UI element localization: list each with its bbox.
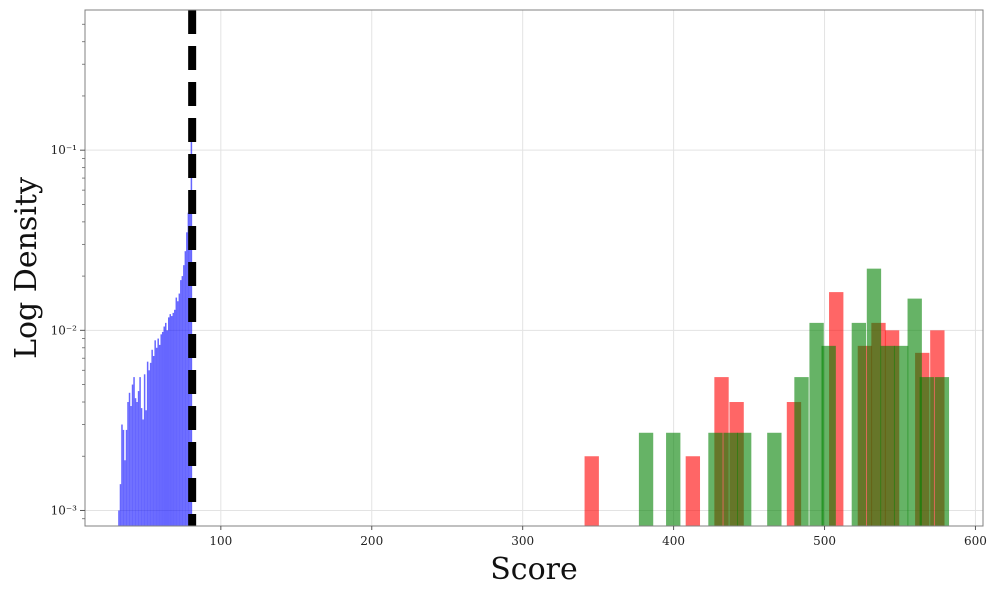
histogram-bar (794, 377, 809, 526)
histogram-bar (181, 276, 184, 526)
histogram-bar (736, 432, 752, 526)
plot-frame (84, 9, 984, 527)
histogram-bar (685, 456, 701, 526)
histogram-bar (175, 297, 178, 526)
histogram-bar (584, 456, 599, 526)
histogram-bar (177, 301, 179, 526)
x-tick-label: 600 (964, 534, 987, 548)
x-tick-label: 500 (813, 534, 836, 548)
histogram-bar (127, 402, 129, 526)
histogram-bar (119, 484, 122, 526)
histogram-bars (118, 129, 950, 527)
x-axis-label: Score (490, 552, 578, 587)
histogram-bar (140, 408, 143, 526)
histogram-bar (124, 460, 126, 526)
histogram-bar (169, 314, 172, 526)
histogram-bar (184, 251, 187, 527)
histogram-bar (161, 331, 164, 526)
histogram-bar (180, 280, 182, 526)
histogram-bar (767, 432, 782, 526)
histogram-bar (158, 344, 161, 526)
histogram-bar (133, 377, 135, 526)
histogram-bar (131, 384, 134, 526)
histogram-bar (907, 298, 922, 526)
histogram-bar (146, 361, 149, 526)
histogram-bar (121, 424, 123, 526)
histogram-bar (118, 510, 120, 526)
histogram-bar (187, 212, 190, 527)
histogram-bar (174, 309, 176, 526)
histogram-bar (934, 377, 950, 526)
histogram-bar (137, 391, 140, 526)
histogram-bar (183, 265, 185, 526)
histogram-bar (189, 196, 191, 526)
histogram-bar (163, 326, 165, 526)
histogram-bar (666, 432, 681, 526)
histogram-bar (125, 429, 128, 526)
histogram-bar (142, 419, 144, 526)
histogram-bar (168, 317, 170, 526)
histogram-bar (190, 129, 193, 526)
histogram-bar (172, 312, 175, 526)
x-tick-label: 300 (511, 534, 534, 548)
histogram-bar (154, 340, 156, 526)
histogram-bar (809, 322, 824, 526)
x-tick-label: 200 (360, 534, 383, 548)
histogram-bar (152, 356, 155, 526)
histogram-bar (139, 377, 141, 526)
histogram-bar (128, 392, 131, 526)
y-axis-label: Log Density (9, 177, 44, 359)
histogram-bar (157, 338, 159, 526)
histogram-bar (708, 432, 723, 526)
histogram-bar (866, 268, 882, 526)
histogram-bar (122, 429, 125, 526)
histogram-bar (166, 330, 169, 526)
histogram-bar (145, 410, 147, 526)
y-tick-label: 10⁻¹ (51, 143, 77, 157)
histogram-bar (851, 322, 867, 526)
histogram-bar (178, 293, 181, 526)
histogram-bar (723, 432, 738, 526)
histogram-bar (164, 322, 167, 526)
histogram-bar (143, 374, 146, 526)
x-tick-label: 400 (662, 534, 685, 548)
histogram-bar (171, 316, 173, 526)
histogram-bar (134, 398, 137, 526)
y-tick-label: 10⁻² (51, 323, 78, 337)
axis-ticks: 100 200 300 400 500 600 10⁻³ 10⁻² 10⁻¹ (51, 23, 987, 548)
histogram-bar (149, 362, 152, 526)
y-tick-label: 10⁻³ (51, 503, 78, 517)
histogram-bar (155, 347, 158, 526)
histogram-bar (148, 370, 150, 526)
histogram-bar (151, 349, 153, 526)
histogram-bar (160, 334, 162, 526)
histogram-bar (638, 432, 654, 526)
histogram-bar (130, 406, 132, 526)
x-tick-label: 100 (209, 534, 232, 548)
histogram-bar (186, 232, 188, 526)
grid-lines (85, 10, 983, 526)
histogram-bar (893, 345, 909, 526)
histogram-bar (821, 345, 836, 526)
histogram-bar (136, 402, 138, 526)
histogram-bar (919, 377, 934, 526)
histogram-bar (880, 345, 895, 526)
